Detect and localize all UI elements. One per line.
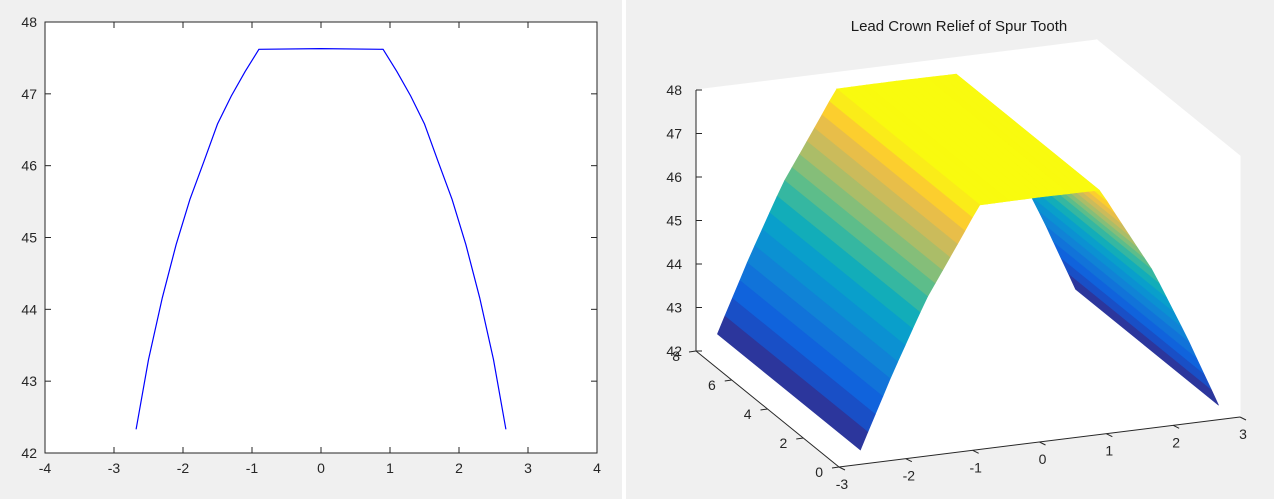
plot-area bbox=[44, 21, 598, 454]
y-tick bbox=[831, 466, 840, 469]
y-tick-label: 45 bbox=[21, 230, 37, 246]
x-tick-label: -3 bbox=[836, 476, 849, 492]
x-tick-label: 0 bbox=[317, 460, 325, 476]
z-tick-label: 44 bbox=[666, 256, 682, 272]
profile-line-chart: -4 -3 -2 -1 0 1 2 3 4 42 43 44 45 46 47 48 bbox=[21, 14, 601, 476]
z-tick-label: 46 bbox=[666, 169, 682, 185]
x-tick-label: 4 bbox=[593, 460, 601, 476]
panel-divider bbox=[622, 0, 626, 499]
z-tick-label: 43 bbox=[666, 300, 682, 316]
y-tick-label: 47 bbox=[21, 86, 37, 102]
y-tick-label: 46 bbox=[21, 158, 37, 174]
x-tick-label: -3 bbox=[108, 460, 121, 476]
x-tick bbox=[972, 449, 979, 454]
x-tick-label: 3 bbox=[524, 460, 532, 476]
y-tick-label: 44 bbox=[21, 301, 37, 317]
x-tick-label: 1 bbox=[1105, 443, 1113, 459]
z-tick-label: 48 bbox=[666, 82, 682, 98]
x-tick-label: -4 bbox=[39, 460, 52, 476]
x-tick bbox=[1106, 433, 1113, 438]
x-tick-label: 0 bbox=[1039, 451, 1047, 467]
z-tick-label: 45 bbox=[666, 213, 682, 229]
x-tick-label: 2 bbox=[1172, 434, 1180, 450]
x-tick-label: -2 bbox=[177, 460, 190, 476]
x-tick-label: 1 bbox=[386, 460, 394, 476]
y-tick-label: 8 bbox=[672, 348, 680, 364]
z-tick-label: 42 bbox=[666, 343, 682, 359]
y-tick-label: 6 bbox=[708, 377, 716, 393]
y-tick bbox=[688, 350, 697, 353]
y-tick-label: 42 bbox=[21, 445, 37, 461]
x-tick-label: -1 bbox=[246, 460, 259, 476]
x-tick bbox=[838, 466, 846, 471]
y-tick bbox=[796, 437, 804, 440]
y-tick bbox=[760, 408, 768, 411]
surface-strip bbox=[717, 315, 869, 451]
x-tick-label: -1 bbox=[969, 459, 982, 475]
x-tick bbox=[905, 458, 913, 463]
z-tick-label: 47 bbox=[666, 126, 682, 142]
x-tick-label: -2 bbox=[903, 468, 916, 484]
y-tick-label: 0 bbox=[815, 464, 823, 480]
right-figure-panel: -3 -2 -1 0 1 2 3 0 2 4 6 8 42 43 44 45 46 47 48 Lead Crown … bbox=[626, 0, 1274, 499]
chart-title: Lead Crown Relief of Spur Tooth bbox=[851, 18, 1068, 35]
x-tick bbox=[1172, 424, 1180, 429]
x-tick-label: 2 bbox=[455, 460, 463, 476]
profile-series-line bbox=[135, 47, 507, 430]
x-tick-label: 3 bbox=[1239, 426, 1247, 442]
y-tick-label: 48 bbox=[21, 14, 37, 30]
x-tick bbox=[1239, 416, 1247, 421]
y-tick-label: 4 bbox=[744, 406, 752, 422]
y-tick-label: 43 bbox=[21, 373, 37, 389]
y-tick bbox=[724, 379, 732, 382]
x-tick bbox=[1039, 441, 1046, 446]
left-figure-panel: -4 -3 -2 -1 0 1 2 3 4 42 43 44 45 46 47 48 bbox=[0, 0, 622, 499]
y-tick-label: 2 bbox=[779, 435, 787, 451]
